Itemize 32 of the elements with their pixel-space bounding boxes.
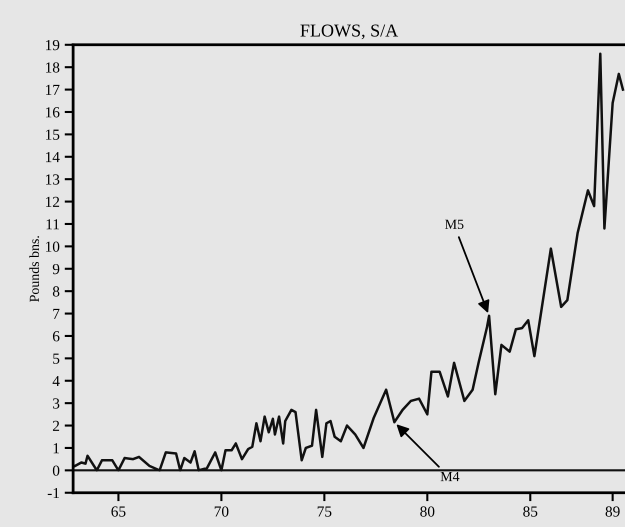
y-tick-label: 5 bbox=[53, 354, 60, 364]
y-tick-label: 4 bbox=[52, 376, 60, 386]
y-tick-label: 9 bbox=[52, 264, 60, 274]
y-tick-label: 15 bbox=[46, 130, 60, 140]
y-tick-label: 17 bbox=[46, 84, 60, 95]
y-tick-label: 11 bbox=[46, 219, 60, 230]
y-tick-label: 12 bbox=[46, 196, 60, 207]
y-tick-label: 2 bbox=[52, 420, 60, 431]
y-tick-label: 0 bbox=[52, 465, 60, 476]
y-tick-label: 13 bbox=[46, 174, 60, 185]
y-tick-label: 10 bbox=[46, 242, 60, 252]
y-axis-title: Pounds bns. bbox=[29, 236, 40, 302]
x-tick-label: 89 bbox=[606, 506, 620, 517]
y-tick-label: 8 bbox=[52, 286, 60, 297]
x-tick-label: 70 bbox=[214, 506, 228, 517]
x-tick-label: 65 bbox=[111, 506, 126, 517]
y-tick-label: 3 bbox=[53, 398, 60, 409]
y-tick-label: -1 bbox=[48, 488, 60, 498]
x-tick-label: 85 bbox=[523, 506, 538, 517]
line-series bbox=[74, 52, 624, 472]
annotation: M5 bbox=[445, 220, 464, 230]
y-tick-label: 7 bbox=[53, 308, 60, 319]
chart-title: FLOWS, S/A bbox=[300, 24, 398, 40]
annotation: M4 bbox=[440, 472, 460, 482]
x-tick-label: 75 bbox=[318, 506, 332, 517]
y-tick-label: 1 bbox=[54, 443, 60, 454]
y-tick-label: 6 bbox=[52, 331, 60, 342]
x-tick-label: 80 bbox=[420, 506, 434, 517]
y-tick-label: 19 bbox=[46, 40, 60, 50]
y-tick-label: 18 bbox=[46, 62, 60, 73]
y-tick-label: 14 bbox=[46, 152, 60, 162]
y-tick-label: 16 bbox=[46, 107, 60, 118]
